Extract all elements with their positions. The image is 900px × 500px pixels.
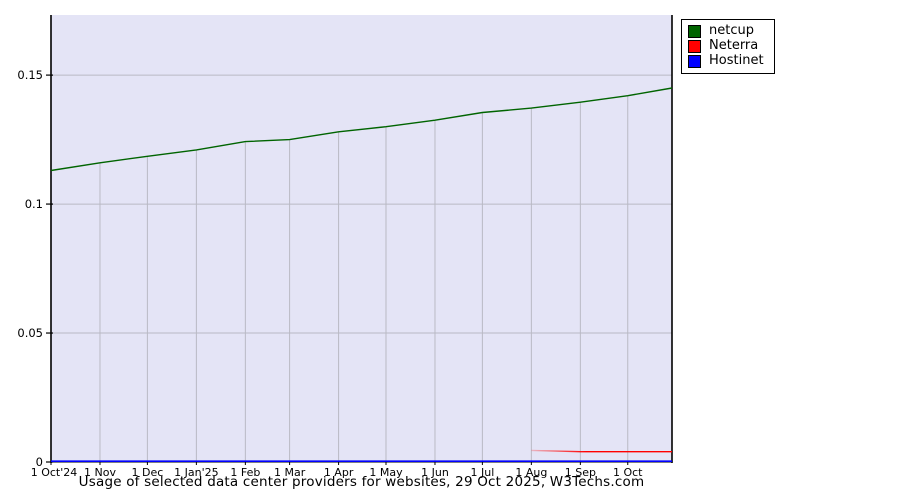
x-axis-label: 1 Dec	[131, 466, 163, 479]
x-axis-label: 1 Mar	[274, 466, 306, 479]
x-axis-label: 1 Apr	[324, 466, 354, 479]
y-axis-label: 0.05	[17, 326, 43, 340]
legend-item-neterra: Neterra	[688, 39, 764, 53]
legend-label-neterra: Neterra	[709, 38, 759, 53]
x-axis-label: 1 Feb	[230, 466, 260, 479]
legend-item-netcup: netcup	[688, 24, 764, 38]
legend-item-hostinet: Hostinet	[688, 54, 764, 68]
x-axis-label: 1 Jul	[470, 466, 494, 479]
chart-title: Usage of selected data center providers …	[78, 474, 645, 490]
legend: netcup Neterra Hostinet	[681, 19, 775, 74]
y-axis-label: 0.15	[17, 68, 43, 82]
series-line-netcup	[50, 87, 673, 172]
hostinet-color-swatch	[688, 54, 701, 68]
legend-label-netcup: netcup	[709, 23, 754, 38]
x-axis-label: 1 Oct'24	[31, 466, 78, 479]
netcup-color-swatch	[688, 24, 701, 38]
x-axis-label: 1 Oct	[613, 466, 643, 479]
x-axis-label: 1 Sep	[565, 466, 596, 479]
x-axis-label: 1 Jan'25	[174, 466, 218, 479]
x-axis-label: 1 Jun	[421, 466, 449, 479]
plot-area	[51, 15, 672, 462]
y-axis-label: 0.1	[25, 197, 43, 211]
x-axis-label: 1 Aug	[515, 466, 547, 479]
y-axis-label: 0	[36, 455, 43, 469]
neterra-color-swatch	[688, 39, 701, 53]
legend-label-hostinet: Hostinet	[709, 53, 764, 68]
x-axis-label: 1 Nov	[84, 466, 116, 479]
x-axis-label: 1 May	[369, 466, 403, 479]
series-line-neterra	[531, 449, 672, 453]
